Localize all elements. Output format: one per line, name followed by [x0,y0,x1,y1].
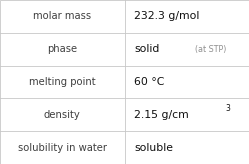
Text: soluble: soluble [134,143,174,153]
Text: 2.15 g/cm: 2.15 g/cm [134,110,189,120]
Text: 232.3 g/mol: 232.3 g/mol [134,11,200,21]
Text: 3: 3 [226,104,231,113]
Text: solubility in water: solubility in water [18,143,107,153]
Text: phase: phase [47,44,77,54]
Text: solid: solid [134,44,160,54]
Text: density: density [44,110,81,120]
Text: (at STP): (at STP) [195,45,227,54]
Text: molar mass: molar mass [33,11,91,21]
Text: melting point: melting point [29,77,96,87]
Text: 60 °C: 60 °C [134,77,165,87]
